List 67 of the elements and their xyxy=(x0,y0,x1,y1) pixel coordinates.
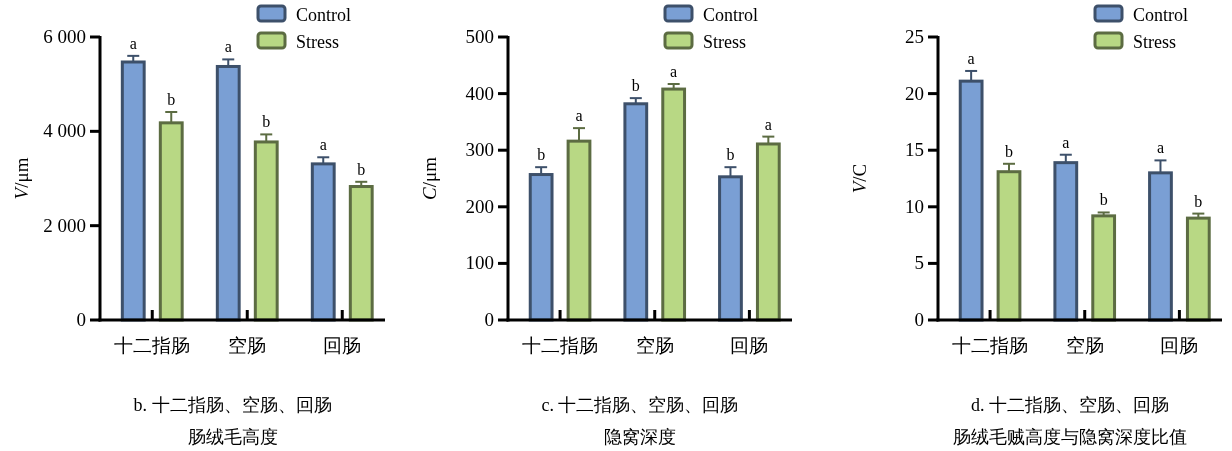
y-tick-label: 300 xyxy=(465,139,494,161)
bar xyxy=(623,102,649,322)
y-tick-label: 0 xyxy=(914,309,924,330)
data-label: b xyxy=(1005,142,1013,160)
bar xyxy=(215,64,241,322)
data-label: b xyxy=(631,77,640,95)
y-axis-title: V/μm xyxy=(11,157,32,200)
y-tick-label: 0 xyxy=(76,309,86,330)
legend-label: Control xyxy=(1133,5,1189,25)
y-tick-label: 25 xyxy=(905,26,924,47)
bar xyxy=(1091,214,1117,322)
bar xyxy=(348,185,374,322)
bar xyxy=(755,142,781,322)
y-tick-label: 10 xyxy=(905,195,924,217)
y-tick-label: 15 xyxy=(905,139,924,161)
x-tick-label: 回肠 xyxy=(1160,335,1199,356)
text: c. 十二指肠、空肠、回肠 xyxy=(541,395,739,415)
legend-label: Stress xyxy=(296,32,340,52)
y-tick-label: 500 xyxy=(465,26,494,47)
data-label: a xyxy=(967,49,975,67)
bar xyxy=(120,60,146,322)
data-label: a xyxy=(224,38,232,56)
y-axis-title: V/C xyxy=(849,163,870,194)
bar xyxy=(1185,216,1211,322)
y-axis-title: C/μm xyxy=(419,156,440,200)
y-tick-label: 4 000 xyxy=(43,120,86,142)
x-tick-label: 十二指肠 xyxy=(114,335,191,356)
text: d. 十二指肠、空肠、回肠 xyxy=(971,395,1169,415)
data-label: b xyxy=(167,91,176,108)
data-label: b xyxy=(726,146,735,164)
y-tick-label: 2 000 xyxy=(43,214,86,236)
data-label: a xyxy=(1062,133,1070,151)
x-tick-label: 空肠 xyxy=(228,335,267,356)
y-tick-label: 0 xyxy=(484,309,494,330)
data-label: a xyxy=(764,115,772,133)
data-label: a xyxy=(575,107,583,125)
y-tick-label: 6 000 xyxy=(43,26,86,47)
text: 肠绒毛高度 xyxy=(187,427,278,447)
x-tick-label: 回肠 xyxy=(730,335,769,356)
data-label: a xyxy=(129,34,137,52)
bar xyxy=(661,87,687,322)
x-tick-label: 回肠 xyxy=(323,335,362,356)
data-label: a xyxy=(1156,139,1165,157)
text: 隐窝深度 xyxy=(604,427,676,447)
x-tick-label: 十二指肠 xyxy=(522,335,599,356)
x-tick-label: 空肠 xyxy=(635,335,674,356)
data-label: b xyxy=(1194,192,1203,210)
bar xyxy=(310,162,336,322)
y-tick-label: 5 xyxy=(914,252,924,274)
x-tick-label: 十二指肠 xyxy=(952,335,1029,356)
y-tick-label: 200 xyxy=(465,195,494,217)
x-tick-label: 空肠 xyxy=(1065,335,1104,356)
data-label: b xyxy=(262,113,271,131)
legend-label: Control xyxy=(703,5,759,25)
legend-label: Stress xyxy=(703,32,747,52)
data-label: b xyxy=(1099,191,1108,209)
data-label: a xyxy=(319,136,327,154)
y-tick-label: 400 xyxy=(465,82,494,104)
data-label: b xyxy=(537,146,546,164)
text: 肠绒毛贼高度与隐窝深度比值 xyxy=(953,427,1187,447)
text: b. 十二指肠、空肠、回肠 xyxy=(133,395,332,415)
data-label: b xyxy=(357,160,366,178)
y-tick-label: 100 xyxy=(465,252,494,274)
data-label: a xyxy=(670,62,678,80)
legend-label: Stress xyxy=(1133,32,1177,52)
legend-label: Control xyxy=(296,5,352,25)
y-tick-label: 20 xyxy=(905,82,924,104)
